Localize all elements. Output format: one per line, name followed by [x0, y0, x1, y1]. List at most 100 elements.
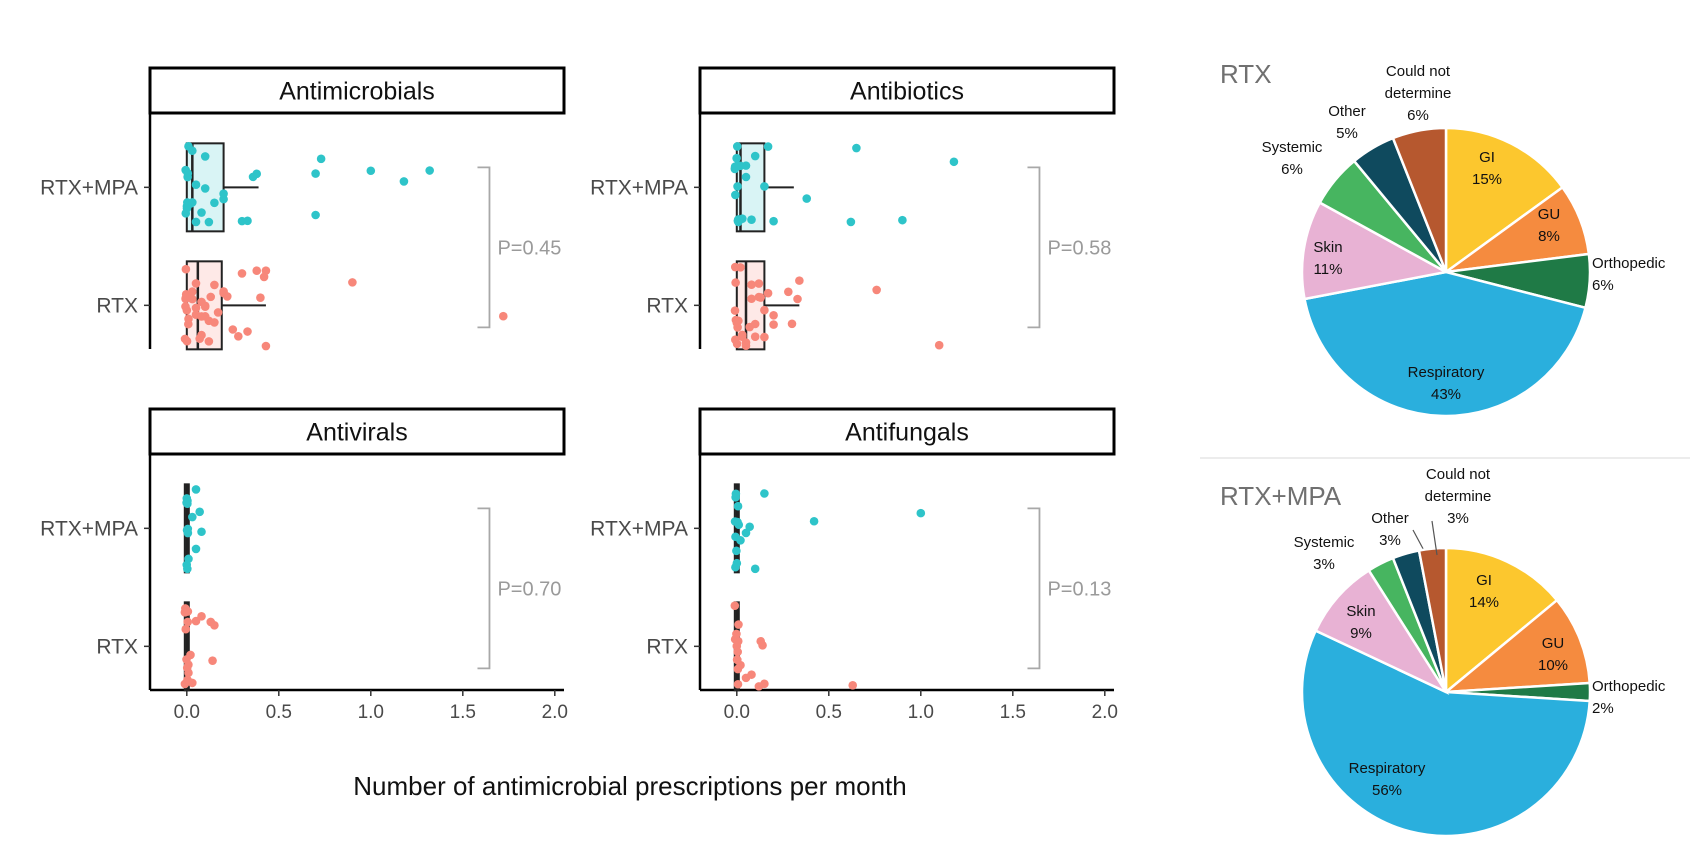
y-tick-label: RTX+MPA	[40, 176, 138, 199]
data-point	[252, 266, 262, 276]
y-tick-label: RTX	[646, 294, 688, 317]
x-axis-title: Number of antimicrobial prescriptions pe…	[353, 771, 906, 801]
pie-slice-name: Other	[1371, 510, 1409, 527]
pie-slice-respiratory	[1303, 270, 1588, 418]
data-point	[183, 524, 193, 534]
p-value-label: P=0.13	[1047, 578, 1111, 600]
data-point	[180, 334, 190, 344]
pie-slice-percent: 8%	[1538, 228, 1560, 245]
data-point	[949, 157, 959, 167]
x-tick-label: 2.0	[542, 702, 568, 723]
data-point	[745, 522, 754, 532]
data-point	[731, 278, 740, 287]
data-point	[188, 678, 197, 688]
pie-slice-percent: 5%	[1336, 125, 1358, 142]
data-point	[210, 620, 219, 630]
x-tick-label: 2.0	[1092, 702, 1118, 723]
pie-slice-percent: 6%	[1407, 107, 1429, 124]
x-tick-label: 1.0	[358, 702, 384, 723]
data-point	[732, 153, 741, 163]
data-point	[425, 166, 434, 175]
data-point	[732, 546, 741, 556]
p-value-bracket	[477, 507, 491, 670]
pie-label-skin: Skin 11%	[1313, 239, 1342, 278]
pie-slice-name: determine	[1425, 488, 1492, 505]
data-point	[252, 169, 262, 179]
data-point	[736, 660, 745, 670]
data-point	[180, 607, 190, 617]
data-point	[200, 152, 210, 161]
p-value-label: P=0.45	[497, 237, 561, 259]
data-point	[763, 288, 773, 298]
data-point	[747, 670, 756, 679]
pie-slice-percent: 3%	[1313, 556, 1335, 573]
data-point	[738, 214, 747, 223]
panel-title: Antivirals	[306, 419, 407, 447]
pie-slice-name: Systemic	[1294, 534, 1355, 551]
data-point	[181, 624, 191, 634]
data-point	[197, 330, 206, 340]
panel-strip	[698, 66, 1116, 115]
data-point	[741, 528, 751, 538]
data-point	[916, 508, 926, 518]
data-point	[200, 301, 210, 311]
data-point	[747, 215, 756, 224]
data-point	[498, 311, 508, 321]
data-point	[733, 679, 743, 689]
pie-title: RTX	[1220, 59, 1272, 89]
pie-label-other: Other 5%	[1328, 103, 1366, 142]
x-tick-label: 1.5	[1000, 702, 1026, 723]
p-value-bracket	[1027, 166, 1041, 329]
pie-slice-percent: 56%	[1372, 782, 1402, 799]
pie-label-systemic: Systemic 6%	[1262, 139, 1323, 178]
y-tick-label: RTX	[96, 294, 138, 317]
series-rtx	[730, 601, 858, 692]
data-point	[754, 279, 764, 288]
data-point	[206, 292, 216, 302]
data-point	[188, 512, 197, 522]
data-point	[366, 166, 376, 176]
data-point	[208, 656, 217, 665]
series-rtx-mpa	[182, 483, 206, 574]
series-rtx	[180, 601, 219, 692]
data-point	[311, 210, 320, 220]
data-point	[784, 287, 793, 297]
data-point	[848, 680, 858, 690]
data-point	[741, 172, 751, 182]
pie-leader-line	[1431, 520, 1438, 556]
y-tick-label: RTX+MPA	[40, 517, 138, 540]
data-point	[747, 280, 756, 289]
data-point	[760, 332, 769, 342]
pie-label-orthopedic: Orthopedic 6%	[1592, 255, 1666, 294]
data-point	[399, 177, 409, 186]
data-point	[183, 496, 192, 506]
x-tick-label: 0.5	[816, 702, 842, 723]
data-point	[228, 325, 238, 334]
pie-label-orthopedic: Orthopedic 2%	[1592, 678, 1666, 717]
data-point	[191, 180, 201, 190]
pie-label-could-not-determine: Could not determine 3%	[1425, 466, 1492, 527]
series-rtx	[180, 260, 508, 351]
data-point	[210, 318, 219, 327]
x-tick-label: 0.0	[174, 702, 200, 723]
data-point	[802, 194, 812, 203]
data-point	[191, 279, 201, 288]
data-point	[180, 679, 190, 689]
data-point	[213, 308, 223, 317]
data-point	[181, 264, 191, 274]
data-point	[191, 544, 201, 554]
pie-slice-name: Could not	[1386, 63, 1451, 80]
p-value-label: P=0.58	[1047, 237, 1111, 259]
data-point	[191, 303, 201, 313]
data-point	[234, 331, 243, 341]
y-tick-label: RTX+MPA	[590, 517, 688, 540]
data-point	[760, 489, 769, 498]
data-point	[760, 305, 769, 315]
y-tick-label: RTX	[96, 635, 138, 658]
pie-chart-rtx-mpa: RTX+MPA GI 14% GU 10% Orthopedic 2% Respiratory…	[1220, 466, 1666, 838]
data-point	[852, 143, 861, 153]
pie-slice-percent: 10%	[1538, 657, 1568, 674]
boxplot-panels: Antimicrobials RTX+MPA RTX P=0.45 Antibiotic…	[40, 66, 1118, 723]
data-point	[210, 280, 219, 290]
